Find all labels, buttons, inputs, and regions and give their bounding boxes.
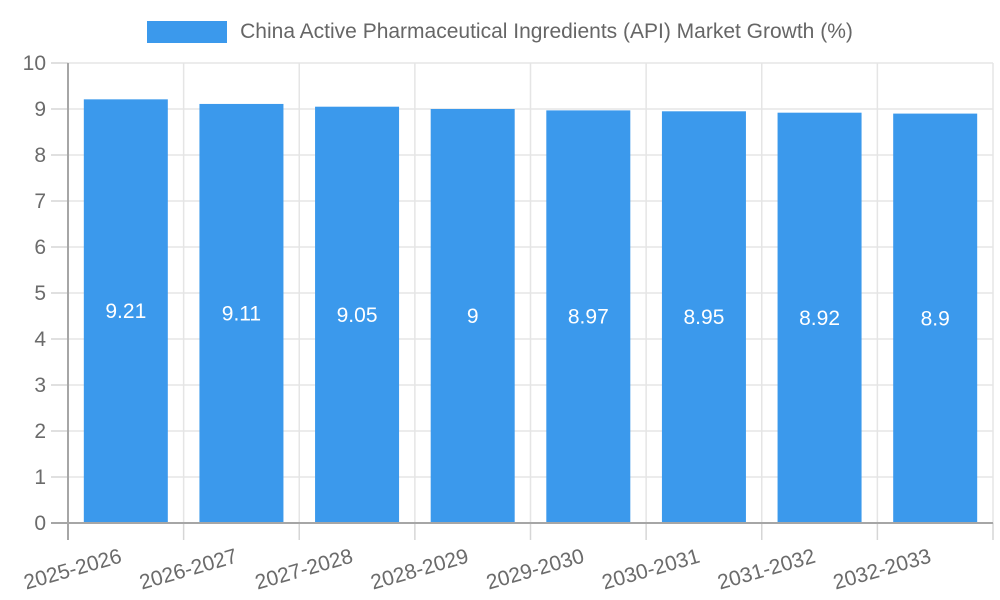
bar-value-label: 8.95	[684, 306, 725, 329]
y-tick-label: 7	[34, 190, 46, 213]
y-tick-label: 10	[23, 52, 46, 75]
bar-value-label: 8.9	[921, 307, 950, 330]
bar[interactable]	[777, 112, 862, 524]
bar[interactable]	[315, 106, 400, 523]
bar-value-label: 9.21	[105, 300, 146, 323]
y-tick-label: 4	[34, 328, 46, 351]
x-tick-label: 2029-2030	[484, 545, 587, 595]
y-tick-label: 0	[34, 512, 46, 535]
bar-value-label: 8.92	[799, 307, 840, 330]
legend-item[interactable]: China Active Pharmaceutical Ingredients …	[0, 20, 1000, 44]
x-tick-label: 2025-2026	[21, 545, 124, 595]
legend-swatch-icon	[147, 21, 228, 43]
legend-label: China Active Pharmaceutical Ingredients …	[240, 20, 853, 43]
y-tick-label: 1	[34, 466, 46, 489]
x-tick-label: 2028-2029	[368, 545, 471, 595]
y-tick-label: 3	[34, 374, 46, 397]
y-tick-label: 2	[34, 420, 46, 443]
bar[interactable]	[199, 103, 284, 523]
bar-value-label: 9	[467, 305, 479, 328]
y-tick-label: 5	[34, 282, 46, 305]
x-tick-label: 2027-2028	[253, 545, 356, 595]
bar-value-label: 8.97	[568, 306, 609, 329]
x-tick-label: 2032-2033	[831, 545, 934, 595]
bar[interactable]	[893, 113, 978, 523]
y-tick-label: 6	[34, 236, 46, 259]
bar-value-label: 9.11	[222, 302, 261, 325]
y-tick-label: 8	[34, 144, 46, 167]
x-tick-label: 2031-2032	[715, 545, 818, 595]
bar[interactable]	[546, 110, 631, 523]
y-tick-label: 9	[34, 98, 46, 121]
x-tick-label: 2030-2031	[599, 545, 702, 595]
bar[interactable]	[83, 99, 168, 523]
bar[interactable]	[661, 111, 746, 524]
bar[interactable]	[430, 109, 515, 523]
bar-value-label: 9.05	[337, 304, 378, 327]
x-tick-label: 2026-2027	[137, 545, 240, 595]
